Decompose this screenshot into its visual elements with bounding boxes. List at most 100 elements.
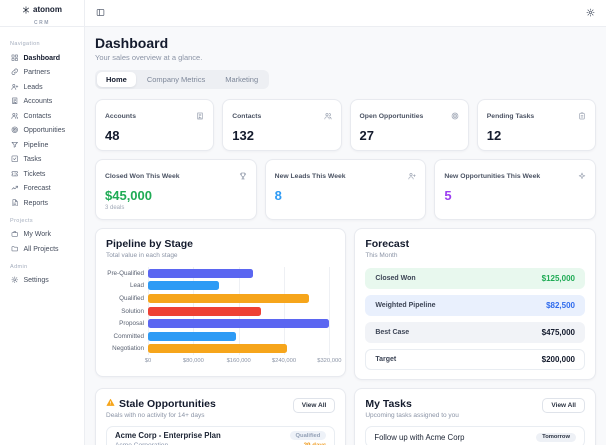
users-icon <box>324 107 332 125</box>
opportunity-name: Acme Corp - Enterprise Plan <box>115 431 221 440</box>
stat-subtext: 3 deals <box>105 205 125 211</box>
sidebar-item-pipeline[interactable]: Pipeline <box>9 138 75 153</box>
pipeline-bar-chart: Pre-Qualified Lead Qualified Solution Propos… <box>106 267 342 367</box>
main-content: Dashboard Your sales overview at a glanc… <box>85 27 606 445</box>
briefcase-icon <box>11 230 19 240</box>
tasks-view-all-button[interactable]: View All <box>542 398 585 413</box>
building-icon <box>196 107 204 125</box>
chart-category-label: Proposal <box>119 320 144 328</box>
pipeline-subtitle: Total value in each stage <box>106 252 178 259</box>
stat-label: Pending Tasks <box>486 112 535 120</box>
chart-bar <box>148 281 219 291</box>
sidebar-item-forecast[interactable]: Forecast <box>9 182 75 197</box>
target-icon <box>11 126 19 136</box>
stat-card-contacts: Contacts 132 <box>222 99 342 151</box>
sidebar-item-leads[interactable]: Leads <box>9 80 75 95</box>
gear-icon[interactable] <box>586 4 595 22</box>
sidebar-item-label: My Work <box>23 231 51 239</box>
sidebar-item-opportunities[interactable]: Opportunities <box>9 124 75 139</box>
sidebar-item-label: Partners <box>23 69 50 77</box>
tab-company-metrics[interactable]: Company Metrics <box>146 75 206 84</box>
topbar <box>85 0 606 27</box>
forecast-panel: Forecast This Month Closed Won $125,000 We… <box>354 228 606 380</box>
tab-marketing[interactable]: Marketing <box>225 75 259 84</box>
stale-opportunities-panel: Stale Opportunities Deals with no activi… <box>95 388 347 445</box>
sidebar-item-dashboard[interactable]: Dashboard <box>9 51 75 66</box>
sidebar-item-tasks[interactable]: Tasks <box>9 153 75 168</box>
stat-card-accounts: Accounts 48 <box>95 99 215 151</box>
sidebar-item-label: Leads <box>23 83 43 91</box>
stat-label: Contacts <box>232 112 262 120</box>
stat-value: 27 <box>359 128 374 143</box>
chart-category-label: Committed <box>113 332 144 340</box>
task-item[interactable]: Follow up with Acme Corp Tomorrow <box>365 426 585 445</box>
sidebar-item-label: Tasks <box>23 156 42 164</box>
chart-bar <box>148 344 287 354</box>
link-icon <box>11 68 19 78</box>
sidebar-item-accounts[interactable]: Accounts <box>9 95 75 110</box>
users-icon <box>11 112 19 122</box>
stat-card-pending-tasks: Pending Tasks 12 <box>476 99 596 151</box>
forecast-label: Closed Won <box>375 275 416 282</box>
stat-cards-row: Accounts 48 Contacts 132 Open Opportunities 2… <box>95 99 596 151</box>
sidebar-item-reports[interactable]: Reports <box>9 196 75 211</box>
days-stale: 29 days <box>304 442 327 445</box>
trend-icon <box>11 184 19 194</box>
sidebar-item-label: Pipeline <box>23 141 49 149</box>
brand-name: atonom <box>33 5 62 14</box>
forecast-row-best-case: Best Case $475,000 <box>365 322 585 343</box>
stale-subtitle: Deals with no activity for 14+ days <box>106 412 205 419</box>
sidebar-nav: Navigation Dashboard Partners Leads Accounts… <box>0 27 84 295</box>
clipboard-icon <box>578 107 586 125</box>
forecast-value: $475,000 <box>541 328 575 337</box>
chart-row-committed: Committed <box>106 330 335 343</box>
chart-category-label: Qualified <box>119 294 144 302</box>
forecast-row-target: Target $200,000 <box>365 349 585 370</box>
chart-x-tick: $240,000 <box>271 358 297 365</box>
chart-bar <box>148 319 330 329</box>
chart-bar <box>148 306 262 316</box>
stat-value: $45,000 <box>105 188 152 203</box>
sidebar-item-settings[interactable]: Settings <box>9 274 75 289</box>
stale-opportunity-item[interactable]: Acme Corp - Enterprise Plan Acme Corporat… <box>106 426 336 445</box>
sidebar-section-label-navigation: Navigation <box>10 41 40 47</box>
tasks-subtitle: Upcoming tasks assigned to you <box>365 412 459 419</box>
sidebar-item-label: Opportunities <box>23 127 66 135</box>
folder-icon <box>11 245 19 255</box>
sidebar-item-contacts[interactable]: Contacts <box>9 109 75 124</box>
sidebar-item-tickets[interactable]: Tickets <box>9 167 75 182</box>
chart-x-tick: $320,000 <box>317 358 342 365</box>
sidebar-item-all-projects[interactable]: All Projects <box>9 242 75 257</box>
stat-label: New Opportunities This Week <box>444 172 541 180</box>
stat-label: Accounts <box>105 112 136 120</box>
sidebar-item-partners[interactable]: Partners <box>9 66 75 81</box>
sidebar-item-label: Reports <box>23 199 49 207</box>
forecast-value: $125,000 <box>541 274 575 283</box>
stat-value: 8 <box>274 188 282 203</box>
tasks-list: Follow up with Acme CorpTomorrowPrepare … <box>365 426 585 445</box>
sidebar-item-my-work[interactable]: My Work <box>9 228 75 243</box>
stat-card-new-opportunities-this-week: New Opportunities This Week 5 <box>434 159 596 220</box>
chart-row-qualified: Qualified <box>106 292 335 305</box>
file-icon <box>11 198 19 209</box>
sidebar-toggle-icon[interactable] <box>96 4 105 22</box>
my-tasks-panel: My Tasks Upcoming tasks assigned to you … <box>354 388 596 445</box>
tab-home[interactable]: Home <box>97 72 136 87</box>
chart-x-axis: $0 $80,000 $160,000 $240,000 $320,000 <box>144 358 342 367</box>
stat-value: 12 <box>486 128 502 143</box>
forecast-title: Forecast <box>365 238 410 250</box>
chart-category-label: Solution <box>121 307 144 315</box>
chart-x-tick: $0 <box>144 358 152 365</box>
task-title: Follow up with Acme Corp <box>374 432 465 442</box>
stale-view-all-button[interactable]: View All <box>292 398 336 413</box>
sparkles-icon <box>578 167 586 185</box>
forecast-label: Weighted Pipeline <box>375 302 436 309</box>
sidebar-section-label-projects: Projects <box>10 217 34 224</box>
chart-row-negotiation: Negotiation <box>106 343 335 356</box>
stat-card-new-leads-this-week: New Leads This Week 8 <box>264 159 427 220</box>
chart-x-tick: $80,000 <box>182 358 204 365</box>
stat-subtext <box>275 205 417 212</box>
chart-row-proposal: Proposal <box>106 317 335 330</box>
stat-label: Closed Won This Week <box>105 172 180 180</box>
target-icon <box>451 107 459 125</box>
